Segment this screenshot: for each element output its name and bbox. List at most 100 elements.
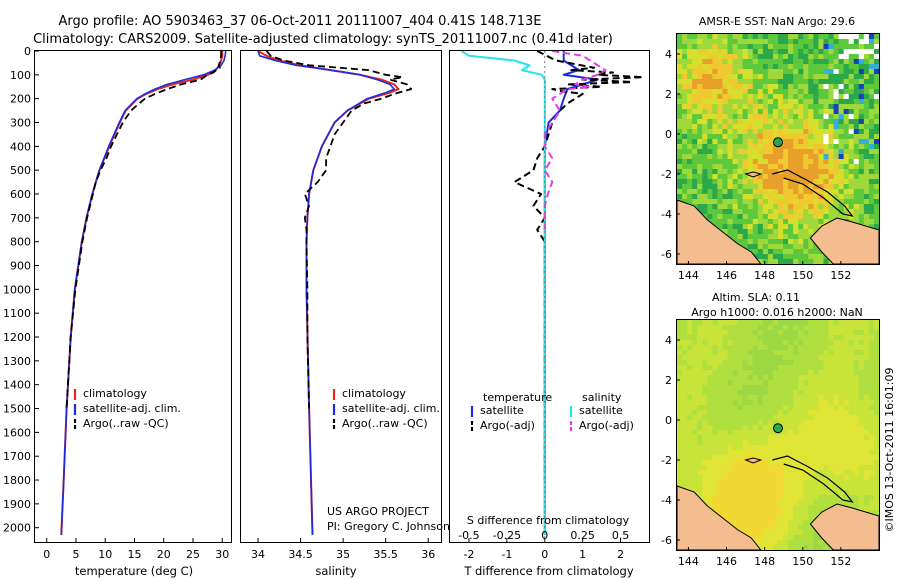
- map-cell: [692, 179, 698, 185]
- map-cell: [752, 320, 759, 326]
- map-cell: [737, 410, 744, 416]
- map-cell: [863, 64, 870, 70]
- map-cell: [692, 94, 698, 100]
- map-cell: [833, 380, 839, 386]
- map-cell: [873, 49, 880, 55]
- map-cell: [828, 410, 834, 416]
- map-cell: [868, 109, 875, 115]
- map-cell: [783, 515, 789, 521]
- map-cell: [843, 400, 850, 406]
- map-cell: [727, 159, 733, 165]
- map-cell: [717, 340, 723, 346]
- map-cell: [682, 415, 688, 421]
- map-cell: [833, 54, 839, 60]
- map-cell: [853, 39, 860, 45]
- map-cell: [752, 39, 759, 45]
- map-cell: [863, 480, 870, 486]
- map-cell: [747, 79, 754, 85]
- map-cell: [762, 169, 769, 175]
- map-cell: [687, 485, 693, 491]
- map-cell: [808, 415, 814, 421]
- map-cell: [732, 39, 738, 45]
- map-cell: [798, 239, 804, 245]
- map-cell: [813, 365, 819, 371]
- map-cell: [818, 139, 824, 145]
- map-cell: [732, 490, 738, 496]
- map-cell: [717, 114, 723, 120]
- map-cell: [803, 204, 809, 210]
- map-cell: [848, 214, 855, 220]
- map-cell: [828, 164, 834, 170]
- map-cell: [828, 54, 834, 60]
- map-cell: [783, 445, 789, 451]
- map-cell: [873, 104, 880, 110]
- map-cell: [828, 370, 834, 376]
- map-cell: [692, 415, 698, 421]
- map-cell: [732, 89, 738, 95]
- map-cell: [818, 44, 824, 50]
- map-cell: [823, 89, 829, 95]
- map-cell: [808, 34, 814, 40]
- map-cell: [873, 375, 880, 381]
- map-cell: [828, 214, 834, 220]
- map-cell: [697, 325, 703, 331]
- map-cell: [752, 149, 759, 155]
- map-cell: [702, 485, 708, 491]
- map-cell: [788, 505, 794, 511]
- map-cell: [783, 129, 789, 135]
- map-cell: [762, 239, 769, 245]
- map-cell: [803, 335, 809, 341]
- map-cell: [848, 119, 855, 125]
- map-cell: [762, 440, 769, 446]
- map-cell: [833, 204, 839, 210]
- map-cell: [747, 144, 754, 150]
- map-cell: [838, 119, 845, 125]
- map-cell: [727, 154, 733, 160]
- map-cell: [687, 49, 693, 55]
- map-cell: [757, 224, 764, 230]
- map-cell: [682, 169, 688, 175]
- map-cell: [843, 149, 850, 155]
- x-tick-label: 2: [617, 548, 624, 561]
- map-cell: [788, 89, 794, 95]
- map-cell: [722, 124, 728, 130]
- map-cell: [767, 94, 774, 100]
- map-cell: [793, 194, 799, 200]
- map-cell: [752, 400, 759, 406]
- island-manus: [743, 457, 763, 464]
- map-cell: [692, 480, 698, 486]
- map-cell: [772, 59, 779, 65]
- map-cell: [798, 415, 804, 421]
- map-cell: [702, 415, 708, 421]
- map-cell: [863, 209, 870, 215]
- map-cell: [873, 450, 880, 456]
- map-cell: [833, 214, 839, 220]
- map-cell: [717, 209, 723, 215]
- map-cell: [793, 420, 799, 426]
- map-cell: [687, 84, 693, 90]
- map-cell: [853, 129, 860, 135]
- map-cell: [677, 109, 683, 115]
- map-cell: [712, 395, 718, 401]
- map-cell: [808, 209, 814, 215]
- map-cell: [843, 420, 850, 426]
- map-cell: [863, 350, 870, 356]
- y-tick-label: 500: [10, 164, 31, 177]
- map-cell: [868, 410, 875, 416]
- map-cell: [833, 370, 839, 376]
- map-cell: [803, 164, 809, 170]
- x-tick-label: 5: [72, 548, 79, 561]
- map-cell: [813, 505, 819, 511]
- map-cell: [818, 219, 824, 225]
- map-cell: [873, 39, 880, 45]
- map-cell: [752, 500, 759, 506]
- map-cell: [722, 335, 728, 341]
- map-cell: [742, 174, 749, 180]
- map-cell: [687, 365, 693, 371]
- map-cell: [868, 149, 875, 155]
- map-cell: [712, 480, 718, 486]
- map-cell: [772, 465, 779, 471]
- map-cell: [788, 420, 794, 426]
- map-cell: [707, 154, 713, 160]
- map-cell: [828, 425, 834, 431]
